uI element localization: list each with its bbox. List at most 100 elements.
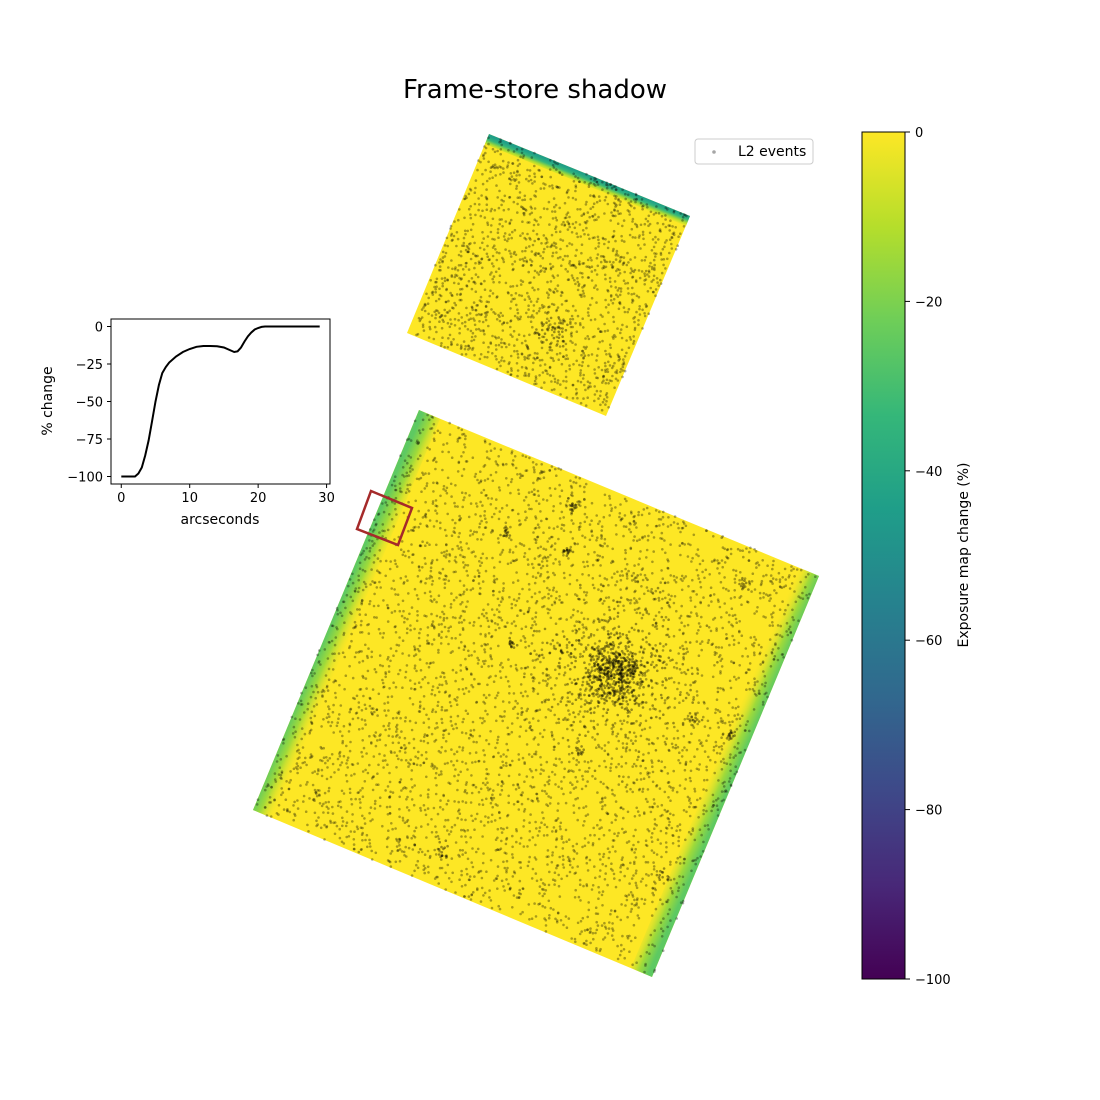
event-point [611, 301, 615, 305]
event-point [416, 859, 420, 863]
event-point [582, 357, 585, 360]
event-point [293, 800, 296, 804]
event-point [555, 866, 558, 870]
event-point [699, 601, 702, 605]
event-point [658, 524, 661, 527]
event-point [334, 679, 338, 683]
event-point [323, 823, 326, 827]
event-point [342, 754, 346, 758]
event-point [522, 499, 526, 502]
event-point [702, 840, 705, 844]
event-point [541, 641, 544, 645]
event-point [723, 721, 727, 725]
event-point [587, 276, 590, 279]
event-point [652, 851, 656, 854]
event-point [508, 550, 512, 554]
event-point [448, 433, 452, 436]
event-point [383, 709, 387, 712]
event-point [308, 756, 312, 759]
event-point [537, 799, 540, 803]
event-point [381, 535, 384, 538]
event-point [666, 877, 670, 881]
event-point [312, 797, 316, 801]
event-point [460, 835, 463, 838]
event-point [544, 924, 548, 927]
event-point [543, 595, 546, 599]
event-point [480, 612, 484, 616]
event-point [498, 315, 501, 319]
event-point [382, 631, 386, 635]
event-point [574, 481, 578, 485]
event-point [487, 142, 490, 146]
event-point [464, 762, 468, 765]
lower-chip-right-shadow [631, 567, 819, 977]
event-point [710, 560, 714, 563]
event-point [353, 626, 357, 629]
event-point [505, 477, 508, 480]
event-point [643, 274, 647, 278]
event-point [448, 554, 452, 557]
event-point [506, 621, 509, 625]
event-point [431, 290, 435, 294]
event-point [578, 528, 581, 531]
event-point [309, 728, 313, 732]
event-point [453, 324, 457, 327]
event-point [665, 900, 668, 903]
event-point [804, 575, 808, 579]
event-point [485, 494, 488, 497]
event-point [438, 690, 441, 694]
event-point [432, 437, 436, 441]
event-point [552, 738, 556, 741]
event-point [431, 293, 435, 296]
event-point [481, 717, 485, 720]
event-point [592, 202, 596, 205]
event-point [493, 613, 496, 617]
event-point [466, 250, 469, 254]
event-point [617, 274, 620, 277]
event-point [520, 543, 524, 546]
event-point [728, 720, 731, 724]
event-point [470, 551, 474, 554]
event-point [585, 591, 589, 594]
event-point [543, 700, 547, 704]
event-point [324, 801, 328, 804]
event-point [343, 621, 346, 624]
event-point [518, 162, 521, 166]
event-point [626, 193, 630, 197]
event-point [535, 827, 538, 830]
event-point [683, 213, 687, 217]
event-point [354, 712, 358, 715]
event-point [265, 814, 269, 817]
event-point [546, 328, 550, 332]
event-point [493, 208, 497, 212]
event-point [740, 634, 744, 637]
event-point [505, 764, 508, 768]
event-point [499, 138, 502, 141]
event-point [361, 674, 365, 678]
event-point [595, 359, 598, 362]
event-point [654, 589, 658, 593]
event-point [566, 254, 569, 258]
event-point [626, 810, 630, 814]
event-point [386, 785, 390, 788]
event-point [459, 250, 463, 253]
event-point [310, 671, 313, 675]
event-point [689, 832, 693, 836]
event-point [463, 443, 466, 446]
event-point [432, 458, 436, 461]
event-point [641, 327, 644, 330]
event-point [524, 455, 528, 459]
event-point [568, 364, 571, 367]
event-point [474, 254, 478, 258]
event-point [553, 745, 556, 749]
event-point [561, 291, 564, 295]
event-point [528, 547, 531, 551]
event-point [554, 829, 558, 832]
event-point [509, 252, 512, 255]
event-point [437, 623, 441, 626]
event-point [546, 351, 549, 355]
event-point [597, 522, 600, 526]
event-point [552, 562, 555, 565]
event-point [707, 604, 710, 607]
event-point [518, 317, 522, 321]
